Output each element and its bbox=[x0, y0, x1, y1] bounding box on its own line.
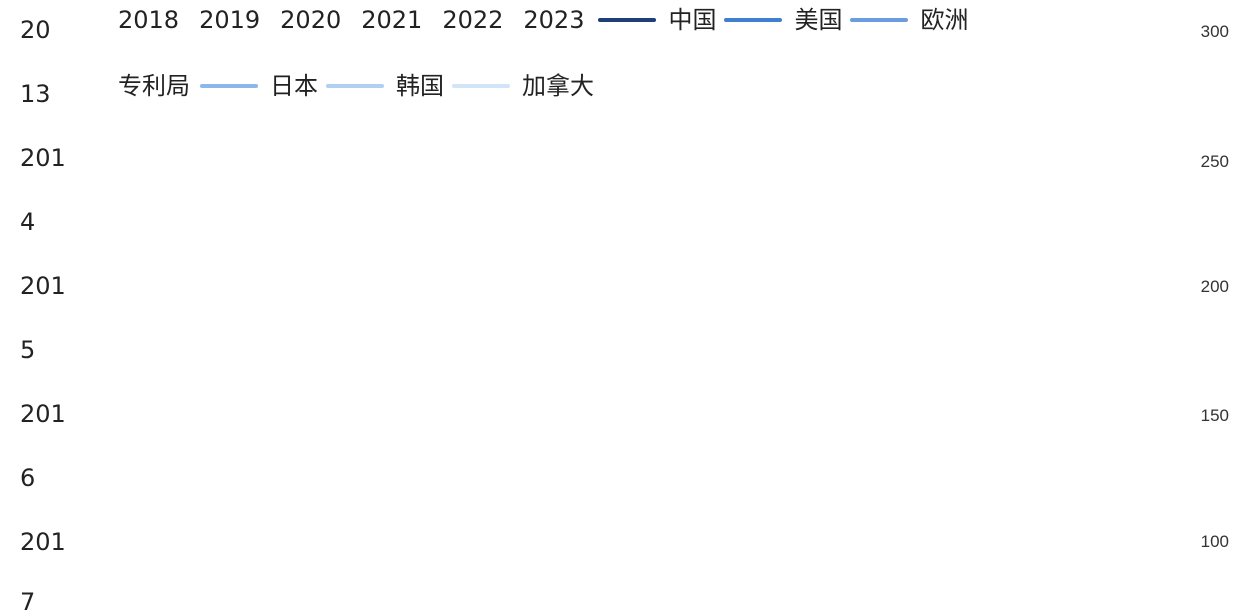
left-axis-tick: 201 bbox=[20, 144, 66, 172]
legend-label: 欧洲 bbox=[920, 6, 969, 34]
legend-item-canada[interactable]: 加拿大 bbox=[452, 72, 594, 100]
y-tick-label: 100 bbox=[1200, 532, 1229, 551]
legend-label: 专利局 bbox=[118, 72, 190, 100]
y-tick-label: 300 bbox=[1200, 22, 1229, 41]
left-axis-year-labels: 20 13 201 4 201 5 201 6 201 7 bbox=[0, 0, 110, 616]
legend-swatch-korea bbox=[326, 84, 384, 88]
legend-swatch-japan bbox=[200, 84, 258, 88]
left-axis-tick: 20 bbox=[20, 16, 51, 44]
legend-item-korea[interactable]: 韩国 bbox=[326, 72, 444, 100]
legend-label: 中国 bbox=[668, 6, 717, 34]
legend-item-epo[interactable]: 欧洲 bbox=[850, 6, 968, 34]
left-axis-tick: 201 bbox=[20, 272, 66, 300]
left-axis-tick: 201 bbox=[20, 528, 66, 556]
legend-swatch-china bbox=[598, 18, 657, 22]
plot-area bbox=[110, 120, 1170, 610]
left-axis-tick: 5 bbox=[20, 336, 36, 364]
x-category-label: 2021 bbox=[361, 6, 423, 34]
legend-label: 美国 bbox=[794, 6, 843, 34]
x-category-label: 2020 bbox=[280, 6, 342, 34]
left-axis-tick: 201 bbox=[20, 400, 66, 428]
x-category-label: 2023 bbox=[523, 6, 585, 34]
legend-swatch-canada bbox=[452, 84, 510, 88]
legend-swatch-epo bbox=[850, 18, 909, 22]
legend-item-usa[interactable]: 美国 bbox=[724, 6, 842, 34]
x-category-label: 2018 bbox=[118, 6, 180, 34]
x-category-label: 2019 bbox=[199, 6, 261, 34]
x-category-label: 2022 bbox=[442, 6, 504, 34]
legend-item-japan[interactable]: 日本 bbox=[200, 72, 318, 100]
y-tick-label: 200 bbox=[1200, 277, 1229, 296]
left-axis-tick: 4 bbox=[20, 208, 36, 236]
legend-row-1: 2018 2019 2020 2021 2022 2023 中国 美国 欧洲 bbox=[118, 6, 976, 34]
legend-row-2: 专利局 日本 韩国 加拿大 bbox=[118, 72, 602, 100]
left-axis-tick: 7 bbox=[20, 588, 36, 616]
y-tick-label: 150 bbox=[1200, 406, 1229, 425]
y-tick-label: 250 bbox=[1200, 152, 1229, 171]
right-axis: 300 250 200 150 100 bbox=[1175, 0, 1255, 613]
legend-label: 日本 bbox=[270, 72, 318, 100]
left-axis-tick: 13 bbox=[20, 80, 51, 108]
legend-item-china[interactable]: 中国 bbox=[598, 6, 716, 34]
legend-label: 加拿大 bbox=[522, 72, 594, 100]
left-axis-tick: 6 bbox=[20, 464, 36, 492]
legend-label: 韩国 bbox=[396, 72, 444, 100]
legend-swatch-usa bbox=[724, 18, 783, 22]
